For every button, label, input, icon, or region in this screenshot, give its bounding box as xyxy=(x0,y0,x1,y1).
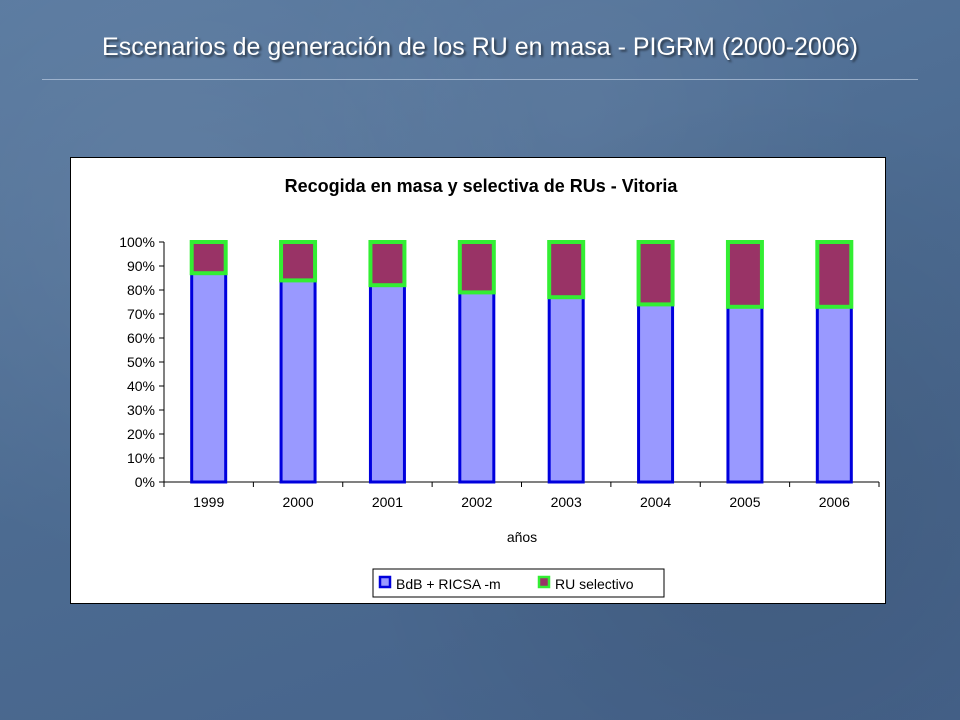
bar-segment-bdb-ricsa-2001 xyxy=(368,283,406,484)
x-tick-labels: 1999 2000 2001 2002 2003 2004 2005 2006 xyxy=(193,494,850,510)
x-tick-label: 1999 xyxy=(193,494,224,510)
bar-segment-ru-selectivo-2000 xyxy=(279,240,318,283)
chart-axes xyxy=(159,241,880,487)
y-tick-label: 100% xyxy=(119,234,155,250)
chart-frame: Recogida en masa y selectiva de RUs - Vi… xyxy=(70,157,886,604)
bar-segment-ru-selectivo-2002 xyxy=(457,240,496,295)
bar-segment-ru-selectivo-2006 xyxy=(815,240,854,309)
legend-box xyxy=(372,568,665,598)
x-tick-label: 2004 xyxy=(640,494,671,510)
legend: BdB + RICSA -m RU selectivo xyxy=(372,568,665,598)
bar-segment-bdb-ricsa-1999 xyxy=(190,271,228,484)
bar-segment-ru-selectivo-1999 xyxy=(189,240,228,276)
y-tick-label: 50% xyxy=(127,354,155,370)
bar-segment-ru-selectivo-2003 xyxy=(547,240,586,300)
x-axis-label: años xyxy=(507,529,537,545)
x-tick-label: 2000 xyxy=(282,494,313,510)
title-divider xyxy=(42,79,918,80)
y-tick-label: 90% xyxy=(127,258,155,274)
legend-label: RU selectivo xyxy=(555,576,634,592)
legend-swatch xyxy=(537,575,551,589)
bar-segment-ru-selectivo-2005 xyxy=(725,240,764,309)
bar-segment-bdb-ricsa-2005 xyxy=(726,305,764,484)
legend-swatch xyxy=(378,575,392,589)
chart-bars xyxy=(189,240,854,484)
bar-segment-bdb-ricsa-2004 xyxy=(637,302,675,484)
y-tick-label: 20% xyxy=(127,426,155,442)
y-tick-label: 10% xyxy=(127,450,155,466)
y-tick-label: 0% xyxy=(135,474,155,490)
x-tick-label: 2006 xyxy=(819,494,850,510)
chart-title: Recogida en masa y selectiva de RUs - Vi… xyxy=(285,176,679,196)
x-tick-label: 2002 xyxy=(461,494,492,510)
x-tick-label: 2001 xyxy=(372,494,403,510)
bar-segment-ru-selectivo-2001 xyxy=(368,240,407,288)
bar-segment-bdb-ricsa-2002 xyxy=(458,290,496,484)
y-tick-label: 30% xyxy=(127,402,155,418)
bar-segment-bdb-ricsa-2000 xyxy=(279,278,317,484)
slide-title: Escenarios de generación de los RU en ma… xyxy=(102,33,858,61)
legend-label: BdB + RICSA -m xyxy=(396,576,501,592)
bar-segment-bdb-ricsa-2006 xyxy=(815,305,853,484)
y-tick-label: 70% xyxy=(127,306,155,322)
bar-segment-bdb-ricsa-2003 xyxy=(547,295,585,484)
x-tick-label: 2003 xyxy=(551,494,582,510)
y-tick-labels: 0% 10% 20% 30% 40% 50% 60% 70% 80% 90% 100% xyxy=(119,234,155,490)
y-tick-label: 60% xyxy=(127,330,155,346)
x-tick-label: 2005 xyxy=(729,494,760,510)
y-tick-label: 40% xyxy=(127,378,155,394)
y-tick-label: 80% xyxy=(127,282,155,298)
stacked-bar-chart: Recogida en masa y selectiva de RUs - Vi… xyxy=(119,176,880,598)
bar-segment-ru-selectivo-2004 xyxy=(636,240,675,307)
